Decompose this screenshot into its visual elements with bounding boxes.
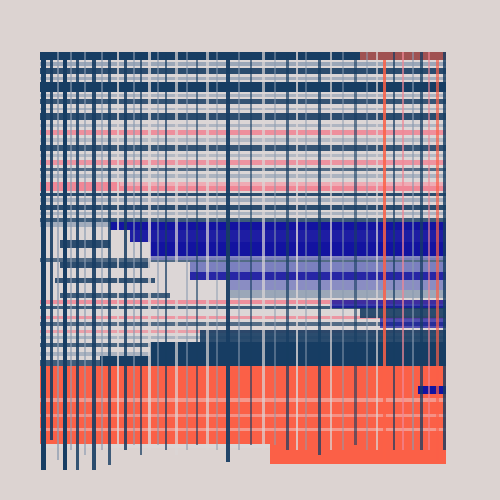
horizontal-band	[40, 174, 446, 178]
vertical-stripe	[41, 52, 46, 470]
vertical-stripe	[393, 52, 395, 450]
horizontal-band	[40, 124, 446, 127]
vertical-stripe	[92, 52, 96, 470]
vertical-stripe	[250, 52, 252, 445]
horizontal-band	[40, 113, 446, 120]
color-block	[330, 300, 446, 308]
color-block	[230, 290, 446, 298]
vertical-stripe	[57, 52, 59, 460]
vertical-stripe	[101, 52, 103, 450]
vertical-stripe	[238, 52, 240, 450]
vertical-stripe	[124, 52, 127, 450]
vertical-stripe	[262, 52, 265, 450]
vertical-stripe	[420, 52, 423, 450]
horizontal-band	[40, 218, 446, 222]
horizontal-band	[40, 306, 446, 309]
horizontal-band	[40, 205, 446, 210]
vertical-stripe	[196, 52, 198, 445]
vertical-stripe	[133, 52, 135, 445]
vertical-stripe	[330, 52, 332, 450]
vertical-stripe	[436, 60, 439, 460]
horizontal-band	[40, 322, 446, 326]
color-block	[200, 330, 446, 342]
vertical-stripe	[140, 52, 142, 455]
vertical-stripe	[296, 52, 298, 450]
horizontal-band	[40, 198, 446, 202]
horizontal-band	[40, 300, 446, 304]
horizontal-band	[40, 182, 446, 191]
vertical-stripe	[305, 52, 307, 450]
vertical-stripe	[157, 52, 159, 445]
vertical-stripe	[428, 52, 430, 450]
horizontal-band	[40, 130, 446, 135]
vertical-stripe	[108, 52, 111, 465]
horizontal-band	[40, 193, 446, 196]
horizontal-band	[40, 108, 446, 110]
horizontal-band	[40, 145, 446, 151]
color-block	[120, 182, 446, 186]
color-block	[418, 386, 446, 394]
vertical-stripe	[70, 52, 72, 450]
horizontal-band	[40, 77, 446, 80]
horizontal-band	[40, 316, 446, 319]
color-block	[60, 262, 150, 268]
vertical-stripe	[165, 52, 167, 450]
vertical-stripe	[443, 52, 446, 450]
vertical-stripe	[216, 52, 218, 450]
color-block	[110, 222, 446, 230]
color-block	[60, 293, 170, 298]
color-block	[40, 222, 110, 227]
horizontal-band	[40, 154, 446, 157]
vertical-stripe	[383, 60, 386, 460]
horizontal-band	[40, 62, 446, 66]
horizontal-band	[40, 94, 446, 97]
vertical-stripe	[318, 52, 321, 455]
horizontal-band	[40, 82, 446, 92]
color-block	[55, 278, 155, 283]
color-block	[230, 280, 446, 290]
vertical-stripe	[148, 52, 151, 450]
horizontal-band	[40, 212, 446, 215]
color-block	[40, 414, 446, 417]
vertical-stripe	[175, 52, 178, 455]
vertical-stripe	[376, 52, 378, 450]
vertical-stripe	[354, 52, 357, 445]
vertical-stripe	[63, 52, 67, 470]
vertical-stripe	[84, 52, 86, 455]
vertical-stripe	[226, 52, 230, 462]
horizontal-band	[40, 138, 446, 142]
vertical-stripe	[412, 52, 414, 450]
horizontal-band	[40, 160, 446, 165]
horizontal-band	[40, 168, 446, 171]
horizontal-band	[40, 68, 446, 74]
vertical-stripe	[366, 52, 368, 450]
vertical-stripe	[206, 52, 209, 450]
vertical-stripe	[76, 52, 79, 470]
color-block	[40, 376, 160, 384]
color-block	[40, 398, 446, 402]
horizontal-band	[40, 52, 446, 60]
vertical-stripe	[342, 52, 344, 450]
vertical-stripe	[402, 52, 404, 450]
vertical-stripe	[274, 52, 276, 445]
color-block	[40, 428, 446, 431]
vertical-stripe	[186, 52, 188, 450]
vertical-stripe	[117, 52, 119, 450]
vertical-stripe	[286, 52, 289, 450]
vertical-stripe	[50, 52, 53, 440]
horizontal-band	[40, 99, 446, 104]
vertical-stripe-layer	[41, 52, 446, 470]
